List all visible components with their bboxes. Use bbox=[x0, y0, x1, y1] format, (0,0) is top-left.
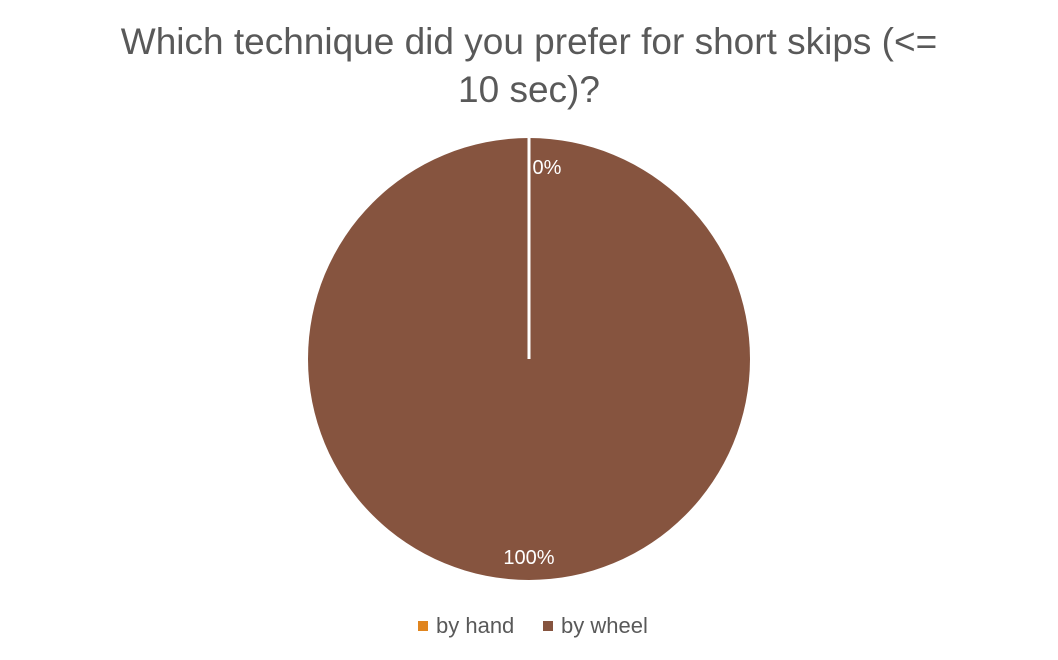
chart-title: Which technique did you prefer for short… bbox=[121, 21, 937, 110]
pie-slices bbox=[308, 138, 750, 580]
legend-item-by-hand[interactable]: by hand bbox=[418, 613, 514, 638]
legend-label-by-hand: by hand bbox=[436, 613, 514, 638]
chart-title-line-2: 10 sec)? bbox=[458, 69, 600, 110]
data-label-by-hand: 0% bbox=[533, 157, 562, 179]
legend-swatch-by-hand bbox=[418, 621, 428, 631]
data-label-by-wheel: 100% bbox=[503, 547, 554, 569]
chart-title-line-1: Which technique did you prefer for short… bbox=[121, 21, 937, 62]
pie-data-labels: 0% 100% bbox=[503, 157, 561, 569]
legend-label-by-wheel: by wheel bbox=[561, 613, 648, 638]
legend: by hand by wheel bbox=[418, 613, 648, 638]
legend-swatch-by-wheel bbox=[543, 621, 553, 631]
legend-item-by-wheel[interactable]: by wheel bbox=[543, 613, 648, 638]
